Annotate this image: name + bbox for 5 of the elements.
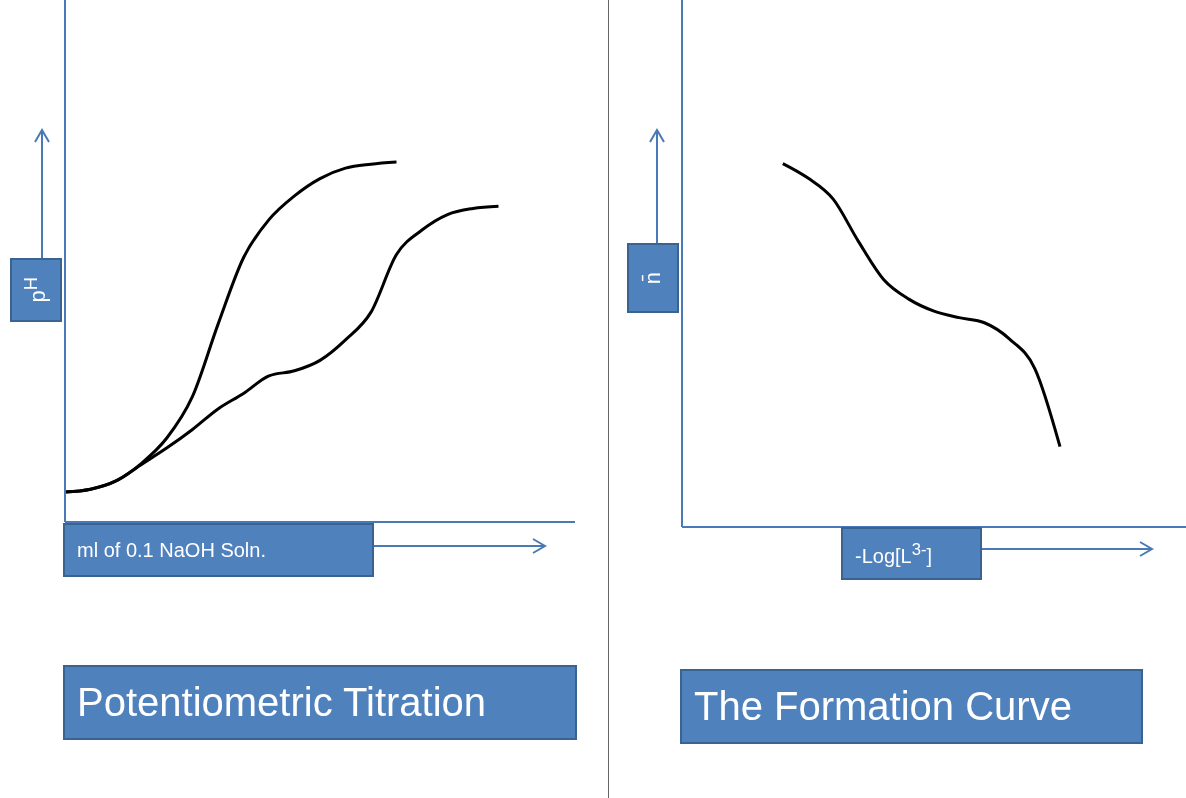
y-axis-title: n̄ [640, 271, 666, 285]
x-axis-title: ml of 0.1 NaOH Soln. [77, 538, 266, 562]
text: The Formation Curve [694, 684, 1072, 729]
x-axis-title: -Log[L$^{3-}$] [855, 539, 933, 568]
text: Potentiometric Titration [77, 680, 487, 725]
